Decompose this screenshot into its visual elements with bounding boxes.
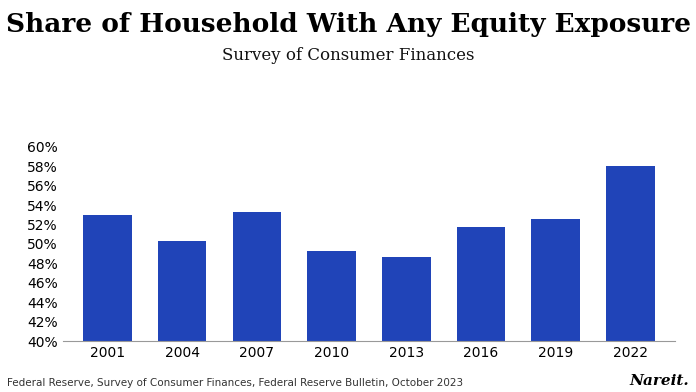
Bar bbox=[606, 166, 654, 392]
Bar bbox=[232, 212, 281, 392]
Text: Survey of Consumer Finances: Survey of Consumer Finances bbox=[222, 47, 474, 64]
Text: Nareit.: Nareit. bbox=[629, 374, 689, 388]
Bar bbox=[84, 215, 132, 392]
Bar bbox=[382, 257, 431, 392]
Text: Share of Household With Any Equity Exposure: Share of Household With Any Equity Expos… bbox=[6, 12, 690, 37]
Bar bbox=[158, 241, 207, 392]
Bar bbox=[307, 251, 356, 392]
Bar bbox=[457, 227, 505, 392]
Bar bbox=[531, 219, 580, 392]
Text: Federal Reserve, Survey of Consumer Finances, Federal Reserve Bulletin, October : Federal Reserve, Survey of Consumer Fina… bbox=[7, 378, 463, 388]
